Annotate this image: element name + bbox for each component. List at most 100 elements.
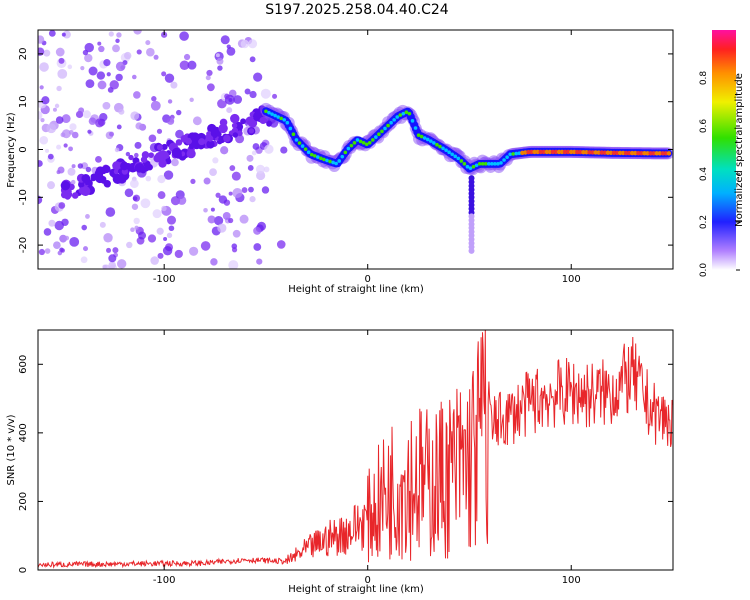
spectrogram-noise-point [161, 71, 167, 77]
ridge-core [471, 164, 476, 169]
spectrogram-noise-point [264, 144, 274, 154]
ridge-core [502, 158, 506, 162]
spectrogram-noise-point [232, 229, 241, 238]
spectrogram-band-point [218, 123, 228, 134]
ridge-core [358, 139, 363, 144]
spectrogram-noise-point [203, 207, 208, 213]
spectrogram-noise-point [80, 256, 88, 264]
spectrogram-noise-point [251, 150, 257, 156]
spectrogram-noise-point [222, 212, 231, 220]
spectrogram-noise-point [116, 124, 122, 130]
spectrogram-band-point [245, 116, 255, 125]
spectrogram-noise-point [133, 30, 142, 35]
spectrogram-noise-point [103, 59, 111, 67]
ridge-core [349, 143, 354, 148]
ridge-core [575, 149, 580, 155]
ridge-core [572, 149, 577, 155]
spectrogram-noise-point [228, 191, 233, 196]
spectrogram-band-point [81, 174, 91, 183]
ridge-core [383, 126, 387, 131]
colorbar-tick-label: 0.0 [699, 263, 709, 278]
spectrogram-noise-point [130, 111, 140, 121]
ridge-core [642, 151, 647, 156]
spectrogram-noise-point [57, 166, 65, 174]
ridge-core [447, 150, 451, 155]
spectrogram-noise-point [129, 179, 139, 189]
ridge-core [419, 134, 424, 139]
spectrogram-band-point [240, 118, 246, 125]
ridge-core [355, 138, 360, 142]
spectrogram-noise-point [85, 79, 95, 89]
spectrogram-noise-point [55, 47, 65, 57]
ridge-core [627, 150, 632, 156]
spectrogram-noise-point [244, 88, 251, 95]
spectrogram-noise-point [82, 110, 91, 119]
snr-xlabel: Height of straight line (km) [288, 584, 424, 595]
ridge-core [312, 154, 317, 158]
spectrogram-noise-point [56, 85, 62, 92]
spectrogram-noise-point [46, 123, 57, 134]
spectrogram-noise-point [135, 122, 143, 130]
spectrogram-noise-point [215, 53, 220, 58]
spectrogram-noise-point [167, 215, 177, 225]
ridge-core [450, 152, 454, 157]
ridge-core [432, 141, 436, 145]
ridge-core [639, 150, 644, 156]
ridge-core [614, 150, 620, 156]
spectrogram-noise-point [38, 35, 45, 44]
spectrogram-noise-point [157, 191, 166, 199]
spectrogram-noise-point [140, 198, 151, 209]
ridge-core [596, 150, 601, 155]
spectrogram-noise-point [249, 196, 256, 203]
ridge-core [322, 157, 326, 162]
spectrogram-noise-point [249, 56, 256, 63]
spectrogram-band-point [198, 138, 206, 146]
spectrogram-noise-point [231, 171, 241, 181]
spectrogram-noise-point [133, 91, 141, 99]
spectrogram-noise-point [71, 164, 76, 169]
spectrogram-noise-point [151, 96, 157, 102]
spectrogram-noise-point [130, 227, 135, 233]
ridge-core [468, 166, 473, 170]
ridge-core [462, 162, 467, 166]
spectrogram-noise-point [131, 74, 137, 80]
ridge-core [645, 151, 650, 156]
spectrogram-noise-point [84, 53, 93, 63]
ridge-core [328, 159, 332, 164]
ridge-core [459, 159, 464, 163]
ridge-core [395, 115, 400, 119]
spectrogram-noise-point [205, 75, 211, 81]
ridge-core [374, 135, 378, 139]
colorbar-tick-label: 0.6 [699, 119, 709, 134]
spectrogram-noise-point [57, 68, 68, 79]
spectrogram-noise-point [189, 246, 199, 256]
spectrogram-band-point [231, 127, 239, 135]
spectrogram-band-point [188, 144, 195, 150]
spectrogram-noise-point [210, 207, 215, 212]
spectrogram-noise-point [54, 220, 64, 231]
ridge-core [306, 150, 311, 155]
ridge-core [505, 155, 509, 159]
spectrogram-noise-point [226, 46, 236, 56]
spectrogram-noise-point [61, 114, 71, 123]
snr-xtick-label: 0 [365, 575, 371, 586]
spectrogram-band-point [248, 128, 255, 134]
ridge-core [666, 151, 672, 156]
ridge-core [316, 155, 320, 159]
spectrogram-noise-point [103, 233, 113, 243]
spectrogram-band-point [113, 169, 120, 175]
spectrogram-noise-point [156, 227, 164, 235]
spectrogram-noise-point [98, 45, 105, 53]
snr-ylabel: SNR (10 * v/v) [6, 414, 17, 485]
spectrogram-ytick-label: 0 [18, 146, 29, 152]
ridge-core [435, 142, 439, 147]
spectrogram-noise-point [156, 128, 163, 134]
spectrogram-noise-point [171, 158, 179, 167]
spectrogram-noise-point [212, 157, 219, 164]
spectrogram-noise-point [189, 97, 194, 103]
spectrogram-noise-point [216, 57, 224, 65]
snr-xtick-label: -100 [153, 575, 176, 586]
ridge-core [386, 123, 390, 128]
spectrogram-noise-point [94, 118, 104, 128]
